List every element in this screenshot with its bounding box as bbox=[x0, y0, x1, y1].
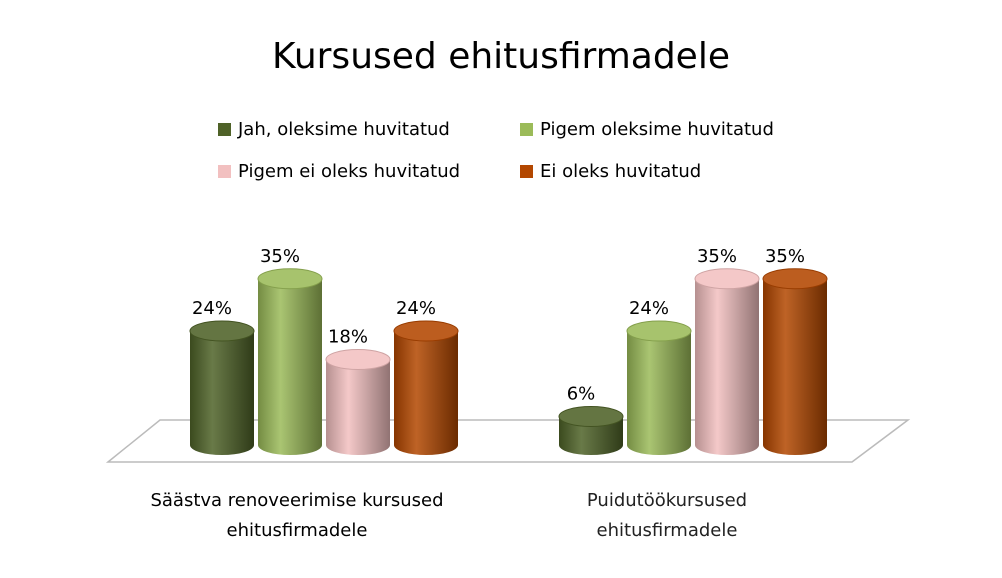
bar bbox=[393, 320, 459, 455]
chart-title: Kursused ehitusfirmadele bbox=[272, 36, 730, 77]
legend-label: Pigem oleksime huvitatud bbox=[540, 119, 774, 140]
bar bbox=[189, 320, 255, 455]
data-label: 24% bbox=[192, 298, 232, 319]
bar bbox=[257, 268, 323, 455]
legend-swatch bbox=[218, 123, 231, 136]
legend-label: Jah, oleksime huvitatud bbox=[237, 119, 450, 140]
legend-swatch bbox=[520, 165, 533, 178]
data-label: 35% bbox=[260, 246, 300, 267]
data-label: 35% bbox=[697, 246, 737, 267]
legend-label: Pigem ei oleks huvitatud bbox=[238, 161, 460, 182]
data-label: 24% bbox=[396, 298, 436, 319]
floor bbox=[105, 419, 911, 463]
legend-swatch bbox=[520, 123, 533, 136]
data-label: 18% bbox=[328, 327, 368, 348]
bar bbox=[558, 406, 624, 455]
legend-swatch bbox=[218, 165, 231, 178]
x-tick-label: Säästva renoveerimise kursused ehitusfir… bbox=[150, 490, 444, 541]
bar bbox=[325, 349, 391, 455]
legend-label: Ei oleks huvitatud bbox=[540, 161, 701, 182]
x-tick-label: Puidutöökursused ehitusfirmadele bbox=[586, 490, 748, 541]
data-label: 24% bbox=[629, 298, 669, 319]
bar bbox=[626, 320, 692, 455]
data-label: 35% bbox=[765, 246, 805, 267]
bar bbox=[694, 268, 760, 455]
data-label: 6% bbox=[567, 384, 596, 405]
bar bbox=[762, 268, 828, 455]
